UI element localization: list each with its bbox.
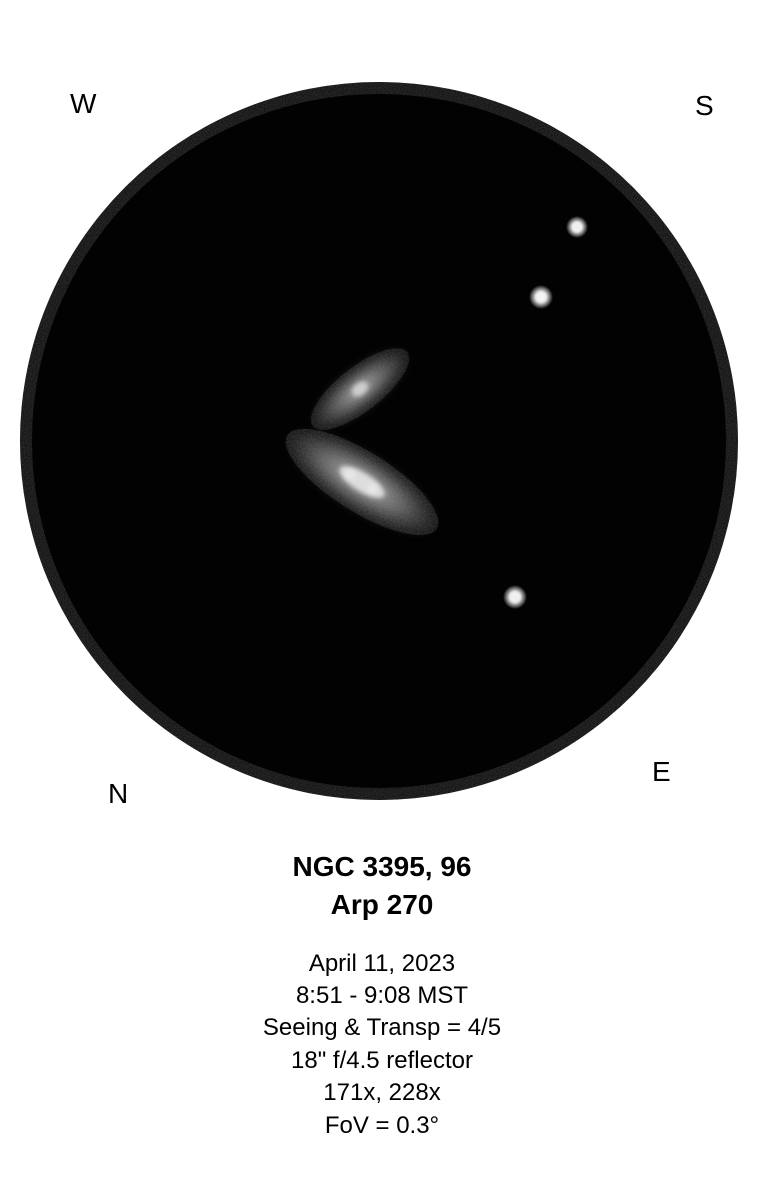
object-title-line1: NGC 3395, 96 (0, 848, 764, 886)
field-stars (503, 216, 588, 609)
meta-magnification: 171x, 228x (0, 1077, 764, 1109)
field-edge-texture (20, 82, 738, 800)
field-of-view-container (20, 82, 738, 800)
meta-date: April 11, 2023 (0, 948, 764, 980)
object-title-line2: Arp 270 (0, 886, 764, 924)
sketch-svg (20, 82, 738, 800)
caption-block: NGC 3395, 96 Arp 270 April 11, 2023 8:51… (0, 848, 764, 1142)
galaxy-ngc3395 (299, 335, 421, 444)
meta-time: 8:51 - 9:08 MST (0, 980, 764, 1012)
galaxy-ngc3396 (271, 410, 452, 554)
meta-telescope: 18" f/4.5 reflector (0, 1045, 764, 1077)
meta-seeing: Seeing & Transp = 4/5 (0, 1012, 764, 1044)
observation-metadata: April 11, 2023 8:51 - 9:08 MST Seeing & … (0, 948, 764, 1142)
observation-sketch-page: W S N E (0, 0, 764, 1200)
meta-fov: FoV = 0.3° (0, 1110, 764, 1142)
